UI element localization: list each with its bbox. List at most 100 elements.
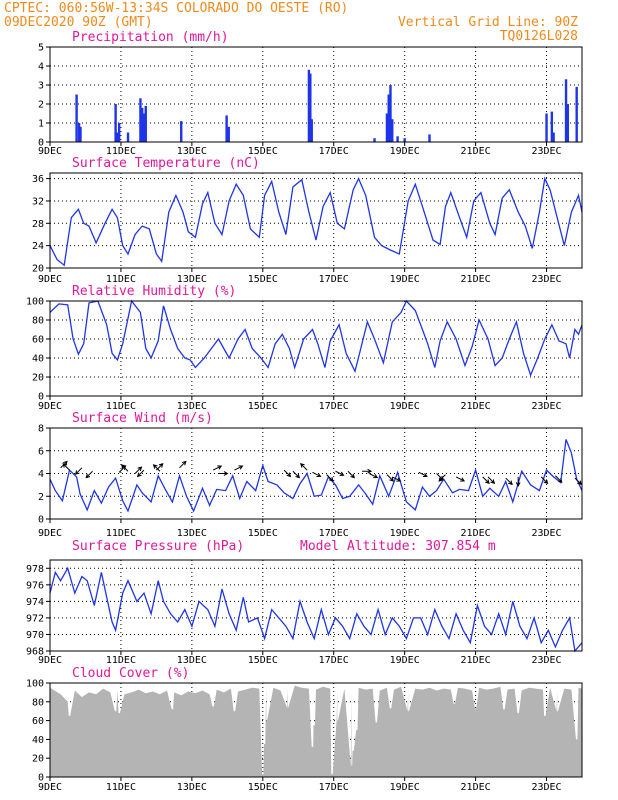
y-tick-label: 80: [32, 316, 44, 327]
x-tick-label: 17DEC: [319, 782, 349, 793]
wind-arrow: [120, 464, 129, 472]
y-tick-label: 2: [38, 100, 44, 111]
precip-bar: [396, 136, 399, 142]
wind-arrow: [418, 471, 428, 478]
x-tick-label: 17DEC: [319, 528, 349, 539]
precip-bar: [575, 86, 578, 142]
y-tick-label: 28: [32, 219, 44, 230]
x-tick-label: 17DEC: [319, 274, 349, 285]
panel-title: Surface Temperature (nC): [72, 156, 260, 171]
header-grid-line: Vertical Grid Line: 90Z: [398, 15, 578, 30]
y-tick-label: 40: [32, 354, 44, 365]
y-tick-label: 100: [26, 297, 44, 308]
model-altitude-label: Model Altitude: 307.854 m: [300, 539, 496, 554]
precip-bar: [180, 121, 183, 142]
x-tick-label: 11DEC: [106, 401, 136, 412]
x-tick-label: 21DEC: [461, 655, 491, 666]
header-run: 09DEC2020 90Z (GMT): [4, 15, 153, 30]
panel-5: 0 20 40 60 80 100 9DEC 11DEC 13DEC 15DEC 17DEC 19DE…: [26, 666, 583, 793]
wind-arrow: [555, 475, 563, 483]
precip-bar: [550, 111, 554, 142]
panel-3: 0 2 4 6 8 9DEC 11DEC 13DEC 15DEC 17DEC 19DEC 21DEC 2…: [38, 411, 583, 539]
wind-arrow: [455, 476, 466, 482]
precip-bar: [403, 138, 406, 142]
wind-arrow: [574, 477, 583, 486]
x-tick-label: 21DEC: [461, 782, 491, 793]
wind-arrow: [134, 466, 143, 474]
x-tick-label: 23DEC: [531, 146, 561, 157]
x-tick-label: 15DEC: [248, 274, 278, 285]
wind-arrow: [312, 471, 322, 478]
x-tick-label: 13DEC: [177, 655, 207, 666]
precip-bar: [227, 126, 230, 142]
x-tick-label: 13DEC: [177, 401, 207, 412]
x-tick-label: 19DEC: [390, 528, 420, 539]
precip-bar: [77, 123, 81, 142]
precip-bar: [139, 98, 142, 142]
panel-frame: [49, 172, 583, 269]
precip-bar: [552, 132, 555, 142]
precip-bar: [225, 115, 228, 142]
wind-arrow: [392, 476, 402, 482]
y-tick-label: 978: [26, 564, 44, 575]
panel-frame: [49, 300, 583, 397]
y-tick-label: 24: [32, 241, 44, 252]
precip-bar: [309, 73, 312, 142]
wind-arrow: [212, 465, 223, 471]
wind-arrow: [300, 462, 308, 471]
x-tick-label: 13DEC: [177, 274, 207, 285]
precip-bar: [564, 79, 568, 142]
x-tick-label: 17DEC: [319, 401, 349, 412]
y-tick-label: 60: [32, 335, 44, 346]
wind-arrow: [179, 460, 187, 469]
wind-arrow: [283, 469, 292, 478]
y-tick-label: 1: [38, 119, 44, 130]
wind-arrow: [74, 467, 83, 475]
wind-arrow: [335, 470, 345, 476]
x-tick-label: 13DEC: [177, 146, 207, 157]
wind-arrow: [362, 468, 373, 474]
y-tick-label: 970: [26, 630, 44, 641]
x-tick-label: 11DEC: [106, 655, 136, 666]
x-tick-label: 13DEC: [177, 528, 207, 539]
wind-arrow: [234, 465, 244, 471]
x-tick-label: 21DEC: [461, 146, 491, 157]
wind-arrow: [347, 470, 356, 479]
y-tick-label: 974: [26, 597, 44, 608]
y-tick-label: 8: [38, 424, 44, 435]
y-tick-label: 0: [38, 515, 44, 526]
precip-bar: [114, 104, 117, 142]
cloud-cover-area: [50, 685, 582, 777]
wind-arrow: [386, 474, 395, 482]
y-tick-label: 2: [38, 492, 44, 503]
x-tick-label: 15DEC: [248, 146, 278, 157]
wind-arrow: [515, 476, 521, 487]
precip-bar: [373, 138, 376, 142]
y-tick-label: 40: [32, 735, 44, 746]
precip-bar: [142, 113, 146, 142]
y-tick-label: 0: [38, 138, 44, 149]
wind-arrow: [136, 469, 145, 478]
panel-title: Surface Pressure (hPa): [72, 539, 244, 554]
header-code: TQ0126L028: [500, 29, 578, 44]
precip-bar: [545, 113, 548, 142]
precip-bar: [566, 104, 570, 142]
y-tick-label: 20: [32, 373, 44, 384]
x-tick-label: 9DEC: [38, 146, 62, 157]
wind-arrow: [218, 471, 229, 476]
y-tick-label: 36: [32, 174, 44, 185]
header-station: CPTEC: 060:56W-13:34S COLORADO DO OESTE …: [4, 1, 348, 16]
x-tick-label: 17DEC: [319, 655, 349, 666]
x-tick-label: 9DEC: [38, 274, 62, 285]
x-tick-label: 15DEC: [248, 401, 278, 412]
x-tick-label: 15DEC: [248, 655, 278, 666]
precip-bar: [116, 132, 119, 142]
y-tick-label: 20: [32, 754, 44, 765]
x-tick-label: 9DEC: [38, 528, 62, 539]
x-tick-label: 11DEC: [106, 528, 136, 539]
x-tick-label: 15DEC: [248, 528, 278, 539]
x-tick-label: 9DEC: [38, 655, 62, 666]
precip-bar: [117, 123, 121, 142]
panel-title: Precipitation (mm/h): [72, 30, 229, 45]
y-tick-label: 968: [26, 647, 44, 658]
